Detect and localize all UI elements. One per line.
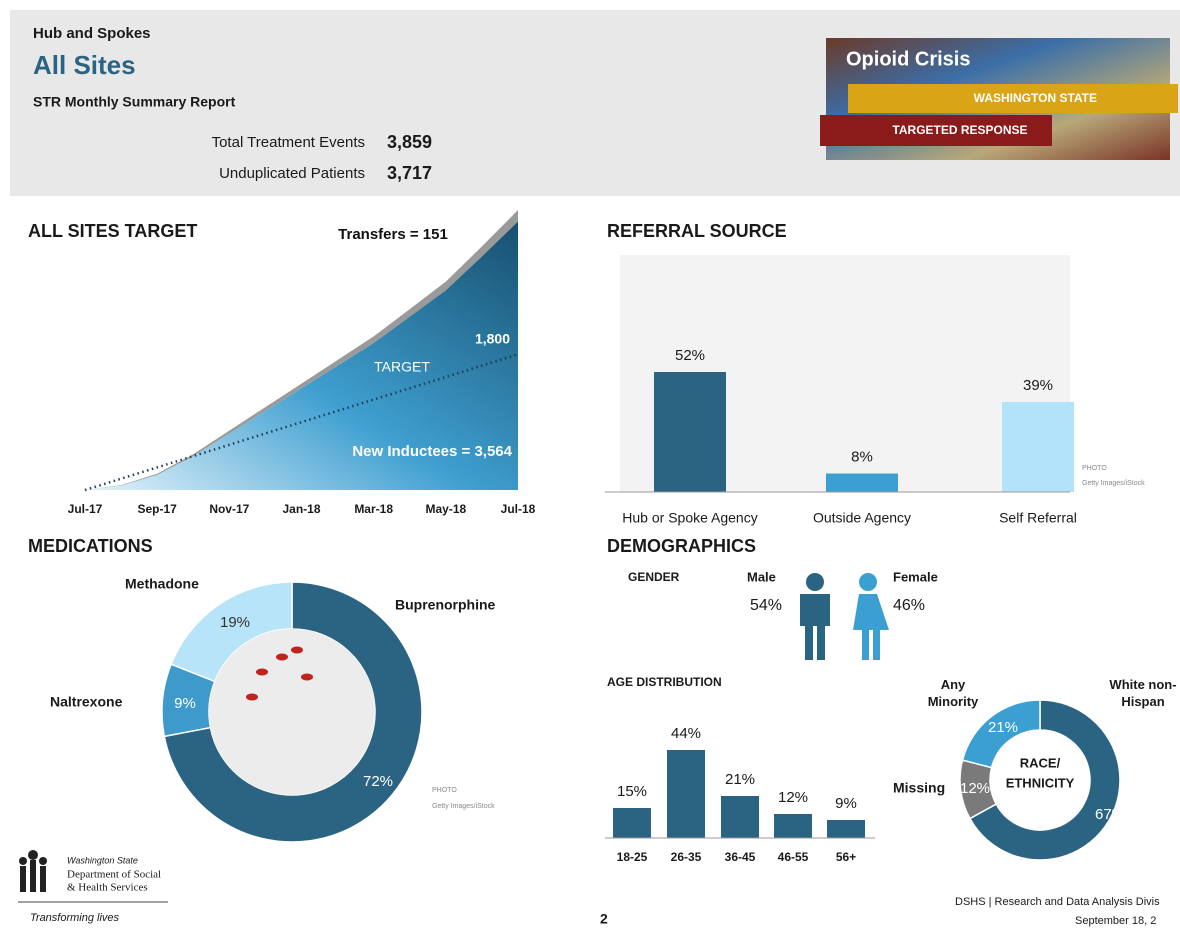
category-label: 56+ [836, 850, 856, 864]
stat-label: Unduplicated Patients [219, 165, 365, 182]
value-label: 9% [835, 795, 857, 812]
category-label: 26-35 [671, 850, 702, 864]
footer-division: DSHS | Research and Data Analysis Divis [955, 896, 1160, 908]
dashboard: Hub and Spokes All Sites STR Monthly Sum… [0, 0, 1180, 928]
header-title: All Sites [33, 50, 136, 80]
category-label: Any Minority [918, 676, 988, 710]
x-tick-label: Mar-18 [354, 502, 393, 516]
footer-date: September 18, 2 [1075, 915, 1156, 927]
value-label: 21% [725, 771, 755, 788]
page: Hub and Spokes All Sites STR Monthly Sum… [0, 0, 1180, 928]
value-label: 9% [174, 695, 196, 712]
category-label: White non-Hispan [1098, 676, 1180, 710]
target-label: TARGET [374, 359, 430, 375]
person-icon [806, 573, 824, 591]
value-label: 21% [988, 719, 1018, 736]
value-label: 39% [1023, 377, 1053, 394]
logo-tagline: Transforming lives [30, 912, 120, 924]
donut-center [209, 629, 375, 795]
chart-title: ALL SITES TARGET [28, 221, 197, 241]
pill-image [301, 674, 313, 681]
value-label: 19% [220, 614, 250, 631]
x-tick-label: Sep-17 [137, 502, 177, 516]
banner-title: Opioid Crisis [846, 48, 970, 70]
category-label: Outside Agency [813, 510, 911, 526]
value-label: 52% [675, 347, 705, 364]
person-icon [859, 573, 877, 591]
bar [721, 796, 759, 838]
value-label: 44% [671, 725, 701, 742]
category-label: 36-45 [725, 850, 756, 864]
bar [774, 814, 812, 838]
category-label: Self Referral [999, 510, 1077, 526]
bar [826, 474, 898, 492]
chart-title: GENDER [628, 570, 680, 584]
x-tick-label: Jul-18 [501, 502, 536, 516]
value-label: 46% [893, 597, 925, 614]
category-label: 18-25 [617, 850, 648, 864]
category-label: Female [893, 569, 938, 584]
category-label: Male [747, 569, 776, 584]
image-credit: Getty Images/iStock [826, 153, 889, 160]
photo-credit: Getty Images/iStock [1082, 480, 1145, 487]
chart-title: MEDICATIONS [28, 536, 153, 556]
category-label: 46-55 [778, 850, 809, 864]
center-label: ETHNICITY [1006, 775, 1075, 790]
chart-title: AGE DISTRIBUTION [607, 675, 722, 689]
category-label: Missing [893, 780, 945, 796]
page-number: 2 [600, 911, 608, 927]
logo-text: & Health Services [67, 882, 148, 894]
value-label: 54% [750, 597, 782, 614]
center-label: RACE/ [1020, 755, 1061, 770]
bar [654, 372, 726, 492]
banner-state: WASHINGTON STATE [974, 91, 1097, 105]
bar [1002, 402, 1074, 492]
bar [827, 820, 865, 838]
x-tick-label: May-18 [425, 502, 466, 516]
pill-image [276, 654, 288, 661]
value-label: 12% [778, 789, 808, 806]
photo-credit: PHOTO [1082, 465, 1107, 472]
value-label: 67% [1095, 806, 1125, 823]
value-label: 15% [617, 783, 647, 800]
value-label: 12% [960, 780, 990, 797]
bar [613, 808, 651, 838]
pill-image [291, 647, 303, 654]
logo-text: Washington State [67, 855, 138, 865]
header-subtitle: Hub and Spokes [33, 25, 151, 42]
stat-value: 3,717 [387, 163, 432, 183]
person-icon [853, 594, 889, 660]
bar [667, 750, 705, 838]
annotation: Transfers = 151 [338, 226, 448, 243]
pill-image [246, 694, 258, 701]
x-tick-label: Jul-17 [68, 502, 103, 516]
photo-credit: PHOTO [432, 787, 457, 794]
category-label: Naltrexone [50, 694, 123, 710]
category-label: Buprenorphine [395, 597, 496, 613]
x-tick-label: Jan-18 [282, 502, 320, 516]
category-label: Methadone [125, 576, 199, 592]
x-tick-label: Nov-17 [209, 502, 249, 516]
annotation: New Inductees = 3,564 [352, 443, 512, 460]
pill-image [256, 669, 268, 676]
chart-title: REFERRAL SOURCE [607, 221, 787, 241]
person-icon [800, 594, 830, 660]
stat-value: 3,859 [387, 132, 432, 152]
value-label: 8% [851, 449, 873, 466]
category-label: Hub or Spoke Agency [622, 510, 757, 526]
stat-label: Total Treatment Events [212, 134, 365, 151]
target-value: 1,800 [475, 331, 510, 347]
value-label: 72% [363, 773, 393, 790]
banner-response: TARGETED RESPONSE [892, 123, 1027, 137]
photo-credit: Getty Images/iStock [432, 803, 495, 810]
section-title: DEMOGRAPHICS [607, 536, 756, 556]
logo-text: Department of Social [67, 869, 161, 881]
report-name: STR Monthly Summary Report [33, 94, 236, 110]
